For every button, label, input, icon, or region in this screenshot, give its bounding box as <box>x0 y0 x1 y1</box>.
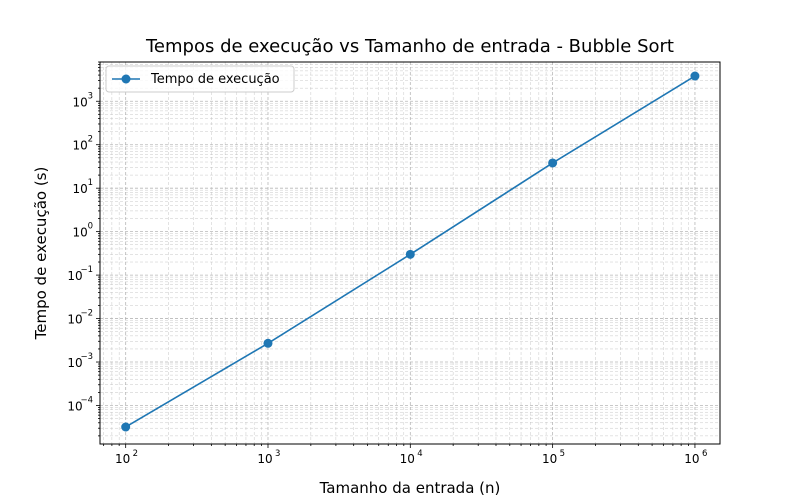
data-point <box>548 158 558 168</box>
y-tick-label-exponent: 2 <box>88 135 93 145</box>
legend-box <box>105 65 295 93</box>
legend-label: Tempo de execução <box>150 72 280 87</box>
y-tick-label-exponent: 1 <box>88 178 93 188</box>
plot-area <box>121 71 700 432</box>
y-tick-label: 10 <box>67 269 82 283</box>
data-point <box>121 422 131 432</box>
tick-labels: 10 2 10 3 10 4 10 5 10 6−410−310−210−110010110210… <box>67 91 707 466</box>
x-tick-label-exponent: 3 <box>275 449 280 459</box>
ticks <box>96 61 696 448</box>
y-tick-label-exponent: −1 <box>80 265 93 275</box>
x-axis-label: Tamanho da entrada (n) <box>319 479 501 497</box>
y-tick-label-exponent: −4 <box>80 395 93 405</box>
y-tick-label: 10 <box>73 182 88 196</box>
y-tick-label-exponent: −2 <box>80 309 93 319</box>
x-tick-label: 10 <box>542 452 557 466</box>
y-tick-label-exponent: 0 <box>88 222 93 232</box>
x-tick-label: 10 <box>684 452 699 466</box>
y-tick-label-exponent: −3 <box>80 352 93 362</box>
x-tick-label-exponent: 5 <box>560 449 565 459</box>
x-tick-label-exponent: 2 <box>133 449 138 459</box>
legend-marker <box>121 74 131 84</box>
y-tick-label-exponent: 3 <box>88 91 93 101</box>
y-tick-label: 10 <box>73 139 88 153</box>
x-tick-label-exponent: 6 <box>702 449 707 459</box>
chart-title: Tempos de execução vs Tamanho de entrada… <box>145 36 674 57</box>
x-tick-label: 10 <box>257 452 272 466</box>
y-tick-label: 10 <box>67 356 82 370</box>
y-tick-label: 10 <box>67 313 82 327</box>
x-tick-label: 10 <box>400 452 415 466</box>
y-tick-label: 10 <box>67 399 82 413</box>
y-tick-label: 10 <box>73 95 88 109</box>
grid <box>100 61 720 444</box>
legend: Tempo de execução <box>105 65 295 93</box>
data-point <box>690 71 700 81</box>
x-tick-label: 10 <box>115 452 130 466</box>
y-tick-label: 10 <box>73 226 88 240</box>
data-point <box>263 338 273 348</box>
x-tick-label-exponent: 4 <box>417 449 422 459</box>
data-point <box>405 249 415 259</box>
y-axis-label: Tempo de execução (s) <box>32 167 50 341</box>
